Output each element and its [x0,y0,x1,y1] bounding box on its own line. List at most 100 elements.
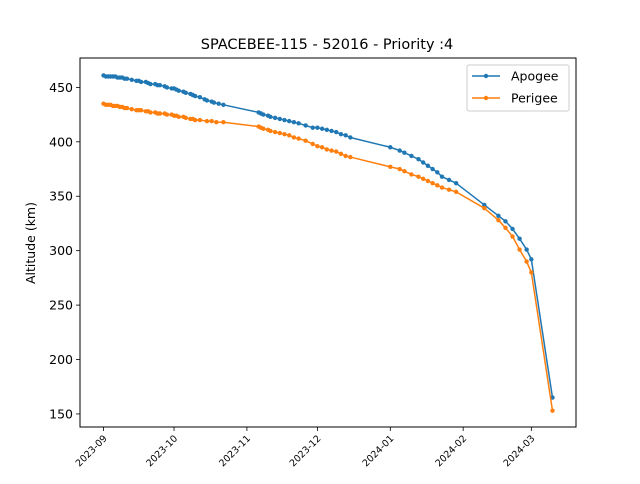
perigee-point [148,110,153,115]
perigee-point [397,166,402,172]
perigee-point [221,120,226,125]
perigee-point [183,115,188,121]
apogee-point [439,174,445,179]
perigee-point [329,148,334,153]
apogee-point [435,170,440,175]
perigee-point [446,187,452,192]
series-perigee [101,101,555,413]
apogee-point [416,157,421,162]
perigee-point [157,111,163,116]
apogee-point [503,219,508,224]
y-tick-label: 250 [49,298,73,313]
apogee-point [334,129,339,135]
apogee-point [315,125,320,130]
legend: Apogee Perigee [466,64,570,112]
apogee-point [204,98,210,103]
perigee-point [319,145,325,150]
perigee-point [388,164,393,170]
perigee-point [129,106,134,112]
legend-label: Apogee [511,69,559,84]
legend-entry-apogee: Apogee [472,69,559,84]
y-axis-label: Altitude (km) [23,202,38,284]
perigee-point [503,225,508,231]
y-tick-label: 400 [49,134,73,149]
apogee-point [192,93,198,99]
y-tick-label: 200 [49,352,73,367]
apogee-point [176,88,181,93]
apogee-point [348,135,353,140]
y-tick-label: 350 [49,189,73,204]
perigee-point [261,126,266,131]
apogee-point [287,118,292,124]
apogee-point [183,90,188,96]
perigee-point [524,259,529,264]
perigee-point [402,169,407,174]
perigee-point [453,189,459,195]
perigee-point [303,138,308,143]
apogee-point [529,257,534,262]
perigee-point [291,135,297,140]
perigee-point [482,206,487,211]
apogee-point [397,148,402,153]
apogee-point [510,226,515,232]
apogee-point [425,163,431,168]
apogee-point [124,76,130,81]
perigee-point [204,118,210,124]
perigee-point [315,143,320,149]
apogee-point [524,247,529,252]
apogee-point [430,166,435,172]
apogee-point [343,133,348,138]
perigee-point [529,270,534,275]
perigee-point [282,131,287,137]
perigee-point [124,105,130,111]
apogee-point [310,125,315,130]
y-tick-label: 300 [49,243,73,258]
legend-swatch-marker [483,95,489,101]
apogee-point [221,102,226,108]
legend-swatch-marker [483,73,489,79]
perigee-point [272,129,278,135]
perigee-point [209,118,214,124]
apogee-point [197,94,203,100]
perigee-point [343,153,348,159]
perigee-point [296,136,301,141]
perigee-point [324,147,330,152]
apogee-point [453,180,459,186]
apogee-point [282,117,287,123]
plot-frame [79,57,577,428]
apogee-point [296,121,301,126]
legend-entry-perigee: Perigee [472,91,558,106]
perigee-point [268,128,273,134]
apogee-point [319,126,325,131]
apogee-point [421,160,426,165]
perigee-point [425,178,431,184]
perigee-point [164,112,170,117]
perigee-point [176,114,181,119]
chart-title: SPACEBEE-115 - 52016 - Priority :4 [201,37,454,53]
apogee-point [148,81,153,87]
apogee-point [303,123,308,128]
perigee-point [277,130,283,136]
perigee-point [496,217,501,223]
y-tick-label: 150 [49,406,73,421]
perigee-point [435,183,440,188]
apogee-point [402,150,407,155]
perigee-point [287,133,292,138]
perigee-point [338,151,344,156]
perigee-point [550,408,555,413]
apogee-point [129,77,134,82]
apogee-point [291,120,297,125]
apogee-point [482,202,487,208]
perigee-point [510,234,515,239]
perigee-point [310,141,315,147]
perigee-point [409,172,414,177]
y-axis-ticks: 150 200 250 300 350 400 450 [49,80,80,421]
series-layer [101,73,555,413]
perigee-point [197,117,203,123]
perigee-point [416,174,421,179]
apogee-point [272,115,278,121]
apogee-point [164,85,170,90]
apogee-point [157,83,163,88]
